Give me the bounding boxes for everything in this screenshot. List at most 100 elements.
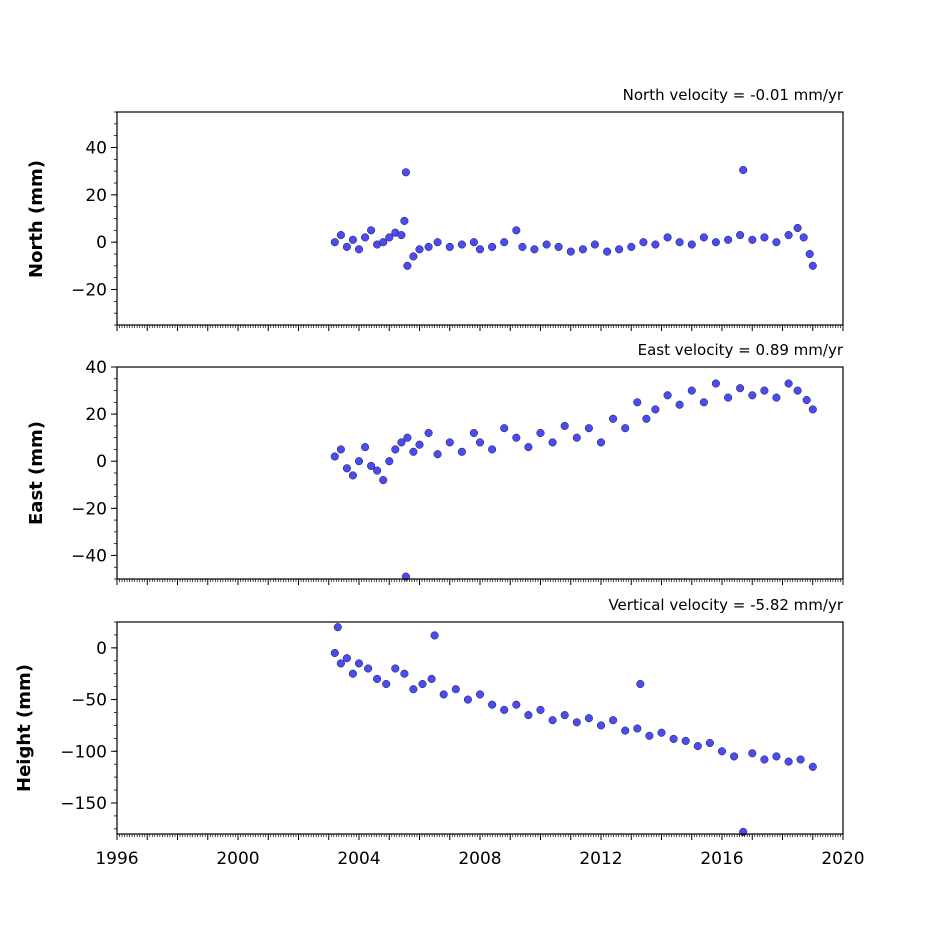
east-data-point bbox=[663, 391, 672, 400]
height-ytick-label: −150 bbox=[60, 794, 107, 814]
height-data-point bbox=[430, 631, 439, 640]
north-data-point bbox=[379, 238, 388, 247]
height-data-point bbox=[633, 724, 642, 733]
height-subplot: Vertical velocity = -5.82 mm/yr Height (… bbox=[14, 596, 865, 869]
east-data-point bbox=[354, 457, 364, 466]
north-data-point bbox=[424, 242, 433, 251]
height-data-point bbox=[400, 669, 409, 678]
height-data-point bbox=[772, 752, 781, 761]
height-data-point bbox=[669, 734, 678, 743]
north-ytick-label: −20 bbox=[71, 281, 107, 301]
north-ylabel: North (mm) bbox=[26, 160, 47, 278]
east-data-point bbox=[642, 414, 651, 423]
height-ytick-label: −100 bbox=[60, 742, 107, 762]
height-data-point bbox=[730, 752, 739, 761]
north-data-point bbox=[760, 233, 769, 242]
north-data-point bbox=[808, 261, 817, 270]
north-data-point bbox=[401, 168, 410, 177]
east-data-point bbox=[424, 428, 433, 438]
east-data-point bbox=[397, 438, 406, 447]
height-data-point bbox=[536, 705, 545, 714]
north-data-point bbox=[772, 238, 781, 247]
height-data-point bbox=[621, 726, 630, 735]
north-data-point bbox=[663, 233, 672, 242]
east-ytick-label: 0 bbox=[96, 452, 107, 472]
height-data-point bbox=[572, 718, 581, 727]
north-subplot: North velocity = -0.01 mm/yr North (mm) … bbox=[26, 86, 844, 331]
east-xticks bbox=[116, 579, 844, 585]
east-data-point bbox=[687, 386, 696, 395]
east-data-point bbox=[784, 379, 793, 388]
east-data-point bbox=[475, 438, 485, 447]
east-data-point bbox=[651, 405, 660, 414]
height-data-point bbox=[657, 728, 666, 737]
height-data-point bbox=[439, 690, 448, 699]
height-data-point bbox=[796, 755, 805, 764]
east-data-point bbox=[373, 466, 382, 475]
height-data-point bbox=[681, 736, 690, 745]
north-data-point bbox=[400, 216, 409, 225]
north-data-point bbox=[711, 238, 720, 247]
north-title: North velocity = -0.01 mm/yr bbox=[623, 86, 844, 104]
height-data-point bbox=[382, 679, 391, 689]
north-data-point bbox=[445, 242, 454, 251]
height-xtick-label: 2016 bbox=[700, 849, 743, 869]
east-data-point bbox=[584, 424, 593, 433]
height-yticks: −150 −100 −50 0 bbox=[60, 621, 117, 830]
east-data-point bbox=[379, 476, 388, 485]
east-data-point bbox=[500, 424, 509, 433]
north-data-point bbox=[469, 238, 478, 247]
north-data-point bbox=[784, 231, 793, 240]
east-data-point bbox=[469, 428, 478, 438]
east-data-point bbox=[457, 447, 466, 456]
east-data-point bbox=[633, 398, 642, 407]
north-data-point bbox=[367, 226, 376, 235]
east-data-point bbox=[699, 398, 708, 407]
north-data-point bbox=[627, 242, 636, 251]
height-data-point bbox=[705, 738, 714, 748]
north-data-point bbox=[500, 238, 509, 247]
east-ytick-label: 20 bbox=[85, 405, 107, 425]
height-data-point bbox=[488, 700, 497, 709]
east-subplot: East velocity = 0.89 mm/yr East (mm) −40… bbox=[26, 341, 844, 585]
north-data-point bbox=[397, 231, 406, 240]
height-data-point bbox=[336, 659, 345, 668]
north-data-point bbox=[518, 242, 527, 251]
east-plot-frame bbox=[116, 366, 844, 580]
north-data-point bbox=[699, 233, 708, 242]
north-data-point bbox=[330, 238, 339, 247]
height-data-point bbox=[636, 679, 645, 689]
east-data-point bbox=[524, 443, 533, 452]
north-data-point bbox=[354, 245, 364, 254]
height-data-point bbox=[596, 721, 606, 730]
height-data-point bbox=[418, 679, 427, 689]
east-data-point bbox=[391, 445, 400, 454]
height-data-point bbox=[427, 674, 436, 683]
east-data-point bbox=[621, 424, 630, 433]
height-xtick-label: 2012 bbox=[579, 849, 622, 869]
height-data-point bbox=[808, 762, 817, 771]
north-yticks: −20 0 20 40 bbox=[71, 111, 117, 326]
east-data-point bbox=[488, 445, 497, 454]
north-data-point bbox=[590, 240, 599, 249]
north-data-point bbox=[554, 242, 563, 251]
east-data-point bbox=[548, 438, 557, 447]
vertical-title: Vertical velocity = -5.82 mm/yr bbox=[608, 596, 843, 614]
height-data-point bbox=[584, 714, 593, 723]
east-ylabel: East (mm) bbox=[26, 421, 47, 525]
height-data-point bbox=[760, 755, 769, 764]
height-xtick-label: 1996 bbox=[95, 849, 138, 869]
east-ytick-label: −40 bbox=[71, 546, 107, 566]
height-ylabel: Height (mm) bbox=[14, 664, 35, 792]
north-plot-frame bbox=[116, 111, 844, 326]
east-data-point bbox=[808, 405, 817, 414]
height-data-point bbox=[475, 690, 485, 699]
north-data-point bbox=[415, 245, 424, 254]
height-data-point bbox=[560, 711, 569, 720]
height-data-point bbox=[500, 705, 509, 714]
north-data-point bbox=[739, 165, 748, 175]
east-data-point bbox=[409, 447, 418, 456]
height-data-point bbox=[354, 659, 364, 668]
north-data-point bbox=[748, 235, 757, 244]
north-xticks bbox=[116, 325, 844, 331]
